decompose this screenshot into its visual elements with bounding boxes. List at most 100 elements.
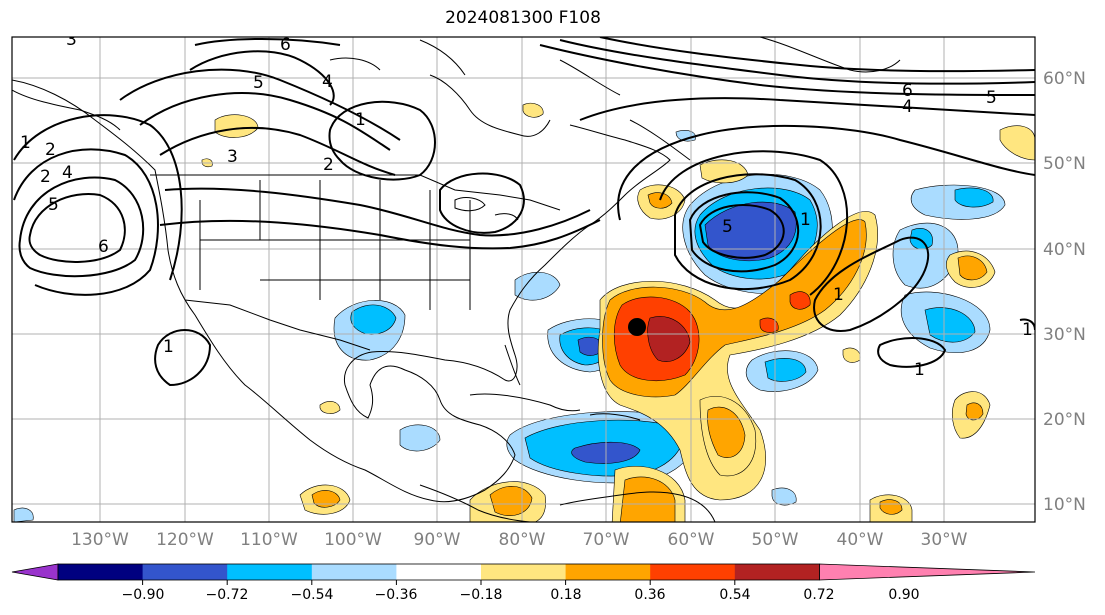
colorbar-segments	[11, 563, 1036, 581]
colorbar-tick-label: 0.72	[803, 587, 834, 603]
pos-orange-sa	[620, 476, 676, 522]
contour-label: 5	[986, 88, 997, 108]
longitude-labels: 130°W 120°W 110°W 100°W 90°W 80°W 70°W 6…	[71, 530, 968, 550]
contour-jet-3	[599, 37, 1035, 73]
neg-west-light	[13, 507, 34, 522]
lat-label: 60°N	[1043, 69, 1086, 89]
lat-label: 40°N	[1043, 240, 1086, 260]
contour-label: 5	[48, 195, 59, 215]
pos-orange-s-atl	[879, 499, 903, 515]
colorbar-segment	[734, 564, 820, 580]
colorbar-tick-label: −0.90	[122, 587, 165, 603]
neg-dark-north-atlantic	[704, 201, 797, 261]
contour-label: 3	[227, 147, 238, 167]
pos-light-small1	[319, 401, 341, 414]
contour-low-pacific-3	[13, 148, 159, 296]
us-states	[199, 180, 471, 310]
contour-jet-1	[539, 44, 1035, 96]
colorbar-segment	[650, 564, 736, 580]
lat-label: 20°N	[1043, 410, 1086, 430]
pos-light-ne	[999, 125, 1035, 161]
contour-label: 1	[355, 110, 366, 130]
alaska	[12, 89, 121, 131]
colorbar-segment	[481, 564, 567, 580]
latitude-labels: 60°N 50°N 40°N 30°N 20°N 10°N	[1043, 69, 1086, 515]
contour-east-low	[813, 236, 930, 332]
lon-label: 50°W	[752, 530, 799, 550]
lon-label: 30°W	[921, 530, 968, 550]
lon-label: 40°W	[837, 530, 884, 550]
pos-light-bc	[214, 114, 259, 138]
arctic-islands	[329, 39, 621, 96]
neg-east-atl-core	[909, 228, 933, 250]
contour-label: 6	[902, 81, 913, 101]
colorbar-outline	[57, 563, 820, 581]
contour-label: 1	[833, 285, 844, 305]
colorbar-ticks	[142, 580, 736, 585]
contour-atl-low-3	[674, 173, 822, 291]
contour-north-3	[159, 126, 396, 176]
contour-label: 1	[800, 210, 811, 230]
neg-se-us-light	[514, 272, 561, 301]
pos-orange-mex	[311, 490, 341, 508]
contour-label: 1	[914, 360, 925, 380]
contour-jet-2	[559, 39, 1035, 85]
colorbar-extend-low	[11, 563, 59, 581]
colorbar-tick-label: 0.18	[550, 587, 581, 603]
colorbar-tick-label: 0.54	[719, 587, 750, 603]
hudson-bay	[429, 74, 551, 137]
map-frame	[11, 36, 1036, 523]
pos-light-small2	[842, 347, 861, 363]
colorbar-segment	[311, 564, 397, 580]
contour-se-low	[877, 337, 947, 368]
neg-east-atl-core2	[954, 187, 994, 208]
map-title: 2024081300 F108	[445, 8, 601, 28]
contour-label: 1	[163, 337, 174, 357]
contour-north-5	[194, 38, 341, 46]
lon-label: 80°W	[499, 530, 546, 550]
pos-orange-se	[965, 402, 984, 421]
contour-label: 1	[20, 133, 31, 153]
colorbar-segment	[227, 564, 313, 580]
greenland	[759, 37, 901, 73]
colorbar-segment	[58, 564, 144, 580]
great-lakes	[454, 197, 519, 221]
colorbar-tick-label: 0.90	[888, 587, 919, 603]
contour-label: 5	[253, 73, 264, 93]
storm-marker	[628, 318, 646, 336]
contour-greatlakes-low	[439, 172, 525, 234]
lon-label: 110°W	[240, 530, 298, 550]
contour-label: 6	[280, 35, 291, 55]
lat-label: 50°N	[1043, 154, 1086, 174]
pos-orange-south	[707, 406, 746, 458]
map-body: 3 6 5 4 1 2 3 2 1 4 6 1 5 6 4 5 1 1 1 1 …	[12, 30, 1035, 522]
colorbar-segment	[142, 564, 228, 580]
south-america	[559, 491, 716, 522]
lon-label: 60°W	[668, 530, 715, 550]
contour-low-pacific-inner	[28, 193, 126, 263]
lon-label: 120°W	[156, 530, 214, 550]
contour-label: 1	[1022, 320, 1033, 340]
lat-label: 30°N	[1043, 325, 1086, 345]
lat-label: 10°N	[1043, 495, 1086, 515]
colorbar-tick-label: −0.18	[460, 587, 503, 603]
contour-label-group: 3 6 5 4 1 2 3 2 1 4 6 1 5 6 4 5 1 1 1 1 …	[20, 30, 1033, 380]
neg-texas-light	[399, 424, 441, 452]
pos-orange-nfld	[647, 192, 673, 209]
colorbar-extend-high	[819, 563, 1036, 581]
contour-atl-low-inner	[698, 204, 785, 259]
contour-low-pacific-4	[13, 114, 183, 281]
pos-orange-east	[957, 255, 988, 281]
neg-south-light	[771, 487, 797, 506]
coastlines	[12, 37, 901, 522]
lon-label: 100°W	[324, 530, 382, 550]
cuba	[469, 393, 581, 412]
colorbar-tick-label: −0.72	[206, 587, 249, 603]
colorbar-tick-label: −0.36	[375, 587, 418, 603]
contour-label: 3	[66, 30, 77, 50]
contour-hudson-low	[328, 100, 436, 181]
pos-light-hudson	[522, 102, 544, 118]
colorbar-segment	[565, 564, 651, 580]
colorbar-tick-label: −0.54	[291, 587, 334, 603]
